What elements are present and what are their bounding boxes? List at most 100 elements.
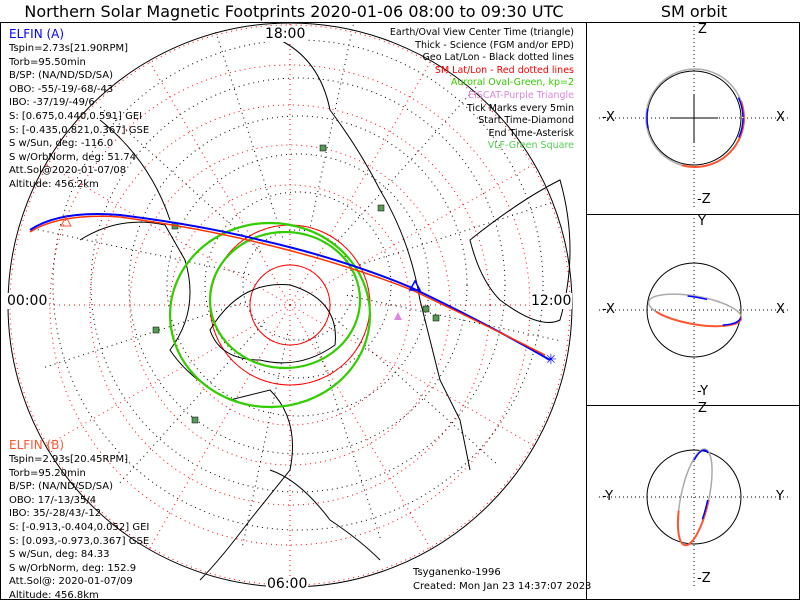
legend-item: Start Time-Diamond [478,115,574,127]
geo-lat-circle [90,77,506,493]
legend-item: EISCAT-Purple Triangle [468,89,574,101]
sm-lon-line [45,304,291,447]
sm-lon-line [289,60,432,306]
geo-lon-line [334,318,499,467]
elfin-b-center-triangle [60,215,72,227]
orbit-plots [599,26,789,589]
elfin-a-end-asterisk: ✳ [545,352,557,368]
orbit-axis-label-right: X [776,302,785,317]
legend-item: Geo Lat/Lon - Black dotted lines [422,52,574,64]
orbit-frame [586,22,800,600]
elfin-b-orbit [676,448,714,547]
geo-lat-circle [52,39,544,531]
info-line: Altitude: 456.8km [9,589,99,601]
elfin-a-track [29,213,551,361]
orbit-axis-label-left: -X [602,110,615,125]
info-line: B/SP: (NA/ND/SD/SA) [9,481,113,493]
orbit-axis-label-left: -X [602,302,615,317]
geo-lon-line [345,201,555,271]
info-line: Torb=95.50min [9,56,86,68]
info-line: S w/Sun, deg: -116.0 [9,138,114,150]
clock-label-left: 00:00 [6,293,49,309]
sm-lon-line [148,60,291,306]
geo-lon-line [33,228,250,276]
orbit-axis-label-bottom: -Z [697,571,711,586]
info-line: Tspin=2.93s[20.45RPM] [9,454,129,465]
info-line: IBO: 35/-28/43/-12 [9,508,102,520]
legend-item: VLF-Green Square [487,140,574,152]
info-line: S: [0.093,-0.973,0.367] GSE [9,535,150,547]
model-label: Tsyganenko-1996 [413,567,501,578]
info-line: S: [-0.435,0.821,0.367] GSE [9,124,150,136]
sm-lon-line [289,304,535,447]
elfin-a-orbit [678,449,712,545]
info-line: B/SP: (NA/ND/SD/SA) [9,70,113,82]
legend-item: Earth/Oval View Center Time (triangle) [389,27,574,38]
created-label: Created: Mon Jan 23 14:37:07 2023 [413,580,592,592]
clock-label-bottom: 06:00 [266,576,309,592]
sm-lon-line [289,304,432,550]
info-line: OBO: -55/-19/-68/-43 [9,83,114,95]
orbit-axis-label-top: Z [698,401,707,416]
sm-lon-line [289,163,535,306]
orbit-axis-label-right: Y [776,489,784,504]
geo-lat-circle [204,191,392,379]
sm-lon-line [148,304,291,550]
clock-label-top: 18:00 [264,26,307,42]
elfin-a-orbit [646,69,744,167]
geo-lon-line [307,20,355,237]
geo-lon-line [116,321,265,486]
orbit-axis-label-bottom: -Y [697,384,709,399]
legend-item: Auroral Oval-Green, kp=2 [450,77,574,89]
orbit-axis-label-top: Z [698,22,707,37]
legend-item: Tick Marks every 5min [466,102,574,114]
orbit-axis-label-right: X [776,110,785,125]
legend-item: End Time-Asterisk [488,127,574,139]
orbit-axis-label-left: -Y [602,489,614,504]
credits: Tsyganenko-1996 Created: Mon Jan 23 14:3… [413,566,591,593]
elfin-b-name: ELFIN (B) [9,438,65,452]
earth-circle [646,262,742,358]
elfin-a-center-triangle [408,279,422,291]
sm-inner-circle [249,264,331,346]
sm-lon-line [45,163,291,306]
elfin-b-track [29,215,546,356]
info-line: S w/OrbNorm, deg: 51.74 [9,151,137,163]
elfin-a-orbit [648,294,742,327]
earth-circle [646,449,742,545]
geo-lon-line [97,103,262,252]
legend: Earth/Oval View Center Time (triangle) Th… [390,27,574,153]
geo-lon-line [241,333,289,550]
info-line: Att.Sol@: 2020-01-07/09 [9,576,133,588]
geo-lon-line [331,84,480,249]
elfin-a-name: ELFIN (A) [9,27,65,41]
geo-lon-line [312,332,382,542]
geo-lon-line [214,28,284,238]
clock-label-right: 12:00 [530,293,573,309]
info-line: S w/Sun, deg: 84.33 [9,549,110,561]
geo-lat-circle [166,153,430,417]
geo-lon-line [346,294,563,342]
elfin-b-orbit [645,68,745,168]
info-line: Att.Sol@2020-01-07/08 [9,165,127,177]
orbit-axis-label-top: Y [698,214,706,229]
elfin-b-orbit [647,293,743,328]
orbit-axis-label-bottom: -Z [697,192,711,207]
geo-lat-circle [128,115,468,455]
geo-lat-circle [242,229,354,341]
eiscat-triangle [394,312,402,320]
orbit-panel-title: SM orbit [660,2,728,21]
info-line: OBO: 17/-13/35/4 [9,494,97,506]
auroral-oval [168,221,372,409]
geo-lon-line [41,299,251,369]
info-line: Tspin=2.73s[21.90RPM] [9,43,129,54]
info-line: S: [0.675,0.440,0.591] GEI [9,110,143,122]
plot-title: Northern Solar Magnetic Footprints 2020-… [24,2,564,21]
info-line: IBO: -37/19/-49/6 [9,97,95,109]
elfin-a-info: ELFIN (A) Tspin=2.73s[21.90RPM] Torb=95.5… [9,26,149,192]
legend-item: SM Lat/Lon - Red dotted lines [434,64,574,76]
info-line: S: [-0.913,-0.404,0.052] GEI [9,521,150,533]
legend-item: Thick - Science (FGM and/or EPD) [415,39,574,51]
info-line: S w/OrbNorm, deg: 152.9 [9,562,137,574]
info-line: Altitude: 456.2km [9,178,99,190]
